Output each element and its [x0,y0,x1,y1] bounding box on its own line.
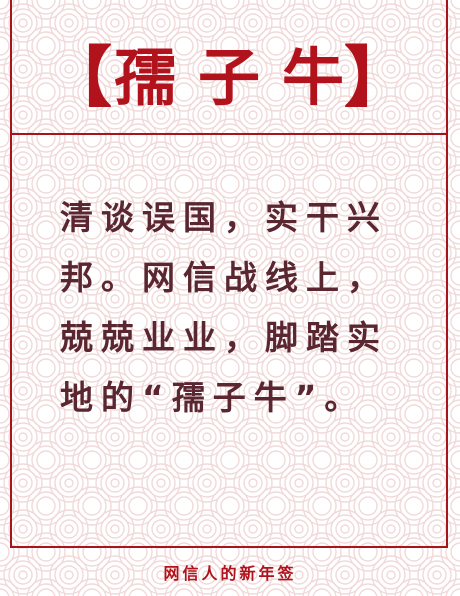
title-close-bracket: 】 [344,38,412,116]
card-body-text: 清谈误国，实干兴邦。网信战线上，兢兢业业，脚踏实地的“孺子牛”。 [60,198,388,417]
title-open-bracket: 【 [45,38,114,116]
footer-label: 网信人的新年签 [163,564,297,583]
fortune-card: 【 孺子牛 】 清谈误国，实干兴邦。网信战线上，兢兢业业，脚踏实地的“孺子牛”。 [10,0,448,548]
title-divider [12,133,446,135]
title-word: 孺子牛 [113,41,366,114]
card-title: 【 孺子牛 】 [12,26,446,118]
